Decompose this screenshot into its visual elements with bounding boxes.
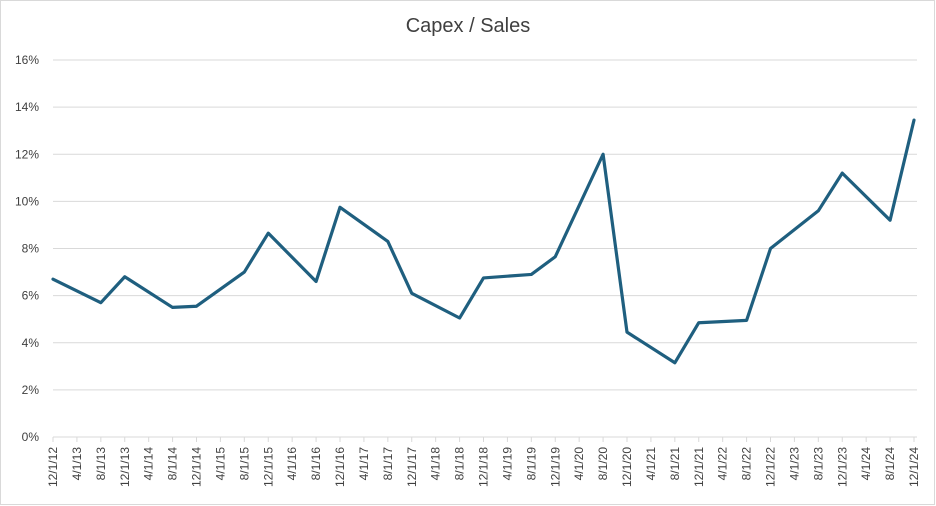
x-tick-label: 8/1/16 (309, 447, 323, 481)
x-tick-label: 12/1/20 (620, 447, 634, 487)
y-tick-label: 12% (15, 147, 39, 161)
data-point (745, 319, 748, 322)
data-point (458, 317, 461, 320)
data-point (697, 321, 700, 324)
x-tick-label: 4/1/16 (285, 447, 299, 481)
data-point (913, 119, 916, 122)
x-tick-label: 4/1/21 (644, 447, 658, 481)
y-tick-label: 2% (22, 383, 40, 397)
x-axis-labels: 12/1/12 4/1/13 8/1/13 12/1/13 4/1/14 8/1/14 12… (46, 447, 921, 487)
data-point (769, 247, 772, 250)
x-tick-label: 8/1/22 (740, 447, 754, 481)
x-tick-label: 12/1/19 (548, 447, 562, 487)
x-tick-label: 4/1/13 (70, 447, 84, 481)
x-tick-label: 12/1/24 (907, 447, 921, 487)
data-point (817, 209, 820, 212)
y-tick-label: 16% (15, 53, 39, 67)
x-tick-label: 12/1/16 (333, 447, 347, 487)
data-point (52, 278, 55, 281)
x-tick-label: 12/1/22 (764, 447, 778, 487)
x-tick-label: 12/1/12 (46, 447, 60, 487)
x-tick-label: 8/1/24 (883, 447, 897, 481)
data-point (673, 361, 676, 364)
x-tick-label: 4/1/20 (572, 447, 586, 481)
x-tick-label: 4/1/23 (787, 447, 801, 481)
data-point (243, 271, 246, 274)
data-point (530, 273, 533, 276)
x-tick-label: 8/1/19 (524, 447, 538, 481)
x-tick-label: 12/1/13 (118, 447, 132, 487)
data-point (267, 232, 270, 235)
x-tick-label: 12/1/21 (692, 447, 706, 487)
data-point (386, 240, 389, 243)
series-layer (51, 118, 916, 365)
x-tick-label: 8/1/18 (453, 447, 467, 481)
y-tick-label: 10% (15, 194, 39, 208)
x-tick-label: 8/1/17 (381, 447, 395, 481)
x-tick-label: 12/1/15 (261, 447, 275, 487)
x-tick-label: 12/1/23 (835, 447, 849, 487)
y-tick-label: 8% (22, 242, 40, 256)
x-tick-label: 4/1/14 (142, 447, 156, 481)
data-point (410, 292, 413, 295)
data-point (554, 255, 557, 258)
data-point (602, 153, 605, 156)
y-tick-label: 0% (22, 430, 40, 444)
x-tick-label: 4/1/15 (213, 447, 227, 481)
data-point (195, 305, 198, 308)
x-tick-label: 12/1/14 (190, 447, 204, 487)
x-tick-label: 4/1/22 (716, 447, 730, 481)
x-tick-label: 4/1/19 (500, 447, 514, 481)
data-point (626, 331, 629, 334)
x-axis-ticks (52, 437, 915, 442)
data-point (841, 172, 844, 175)
series-line (51, 118, 916, 365)
y-tick-label: 6% (22, 289, 40, 303)
chart-title: Capex / Sales (405, 15, 531, 37)
x-tick-label: 8/1/21 (668, 447, 682, 481)
x-tick-label: 12/1/18 (477, 447, 491, 487)
x-tick-label: 8/1/13 (94, 447, 108, 481)
data-point (99, 301, 102, 304)
x-tick-label: 8/1/14 (166, 447, 180, 481)
x-tick-label: 4/1/18 (429, 447, 443, 481)
x-tick-label: 4/1/17 (357, 447, 371, 481)
gridlines (53, 59, 917, 438)
data-point (315, 280, 318, 283)
x-tick-label: 8/1/15 (237, 447, 251, 481)
y-tick-label: 4% (22, 336, 40, 350)
y-axis-ticks: 0% 2% 4% 6% 8% 10% 12% 14% 16% (15, 53, 39, 444)
x-tick-label: 12/1/17 (405, 447, 419, 487)
y-tick-label: 14% (15, 100, 39, 114)
x-tick-label: 8/1/23 (811, 447, 825, 481)
x-tick-label: 8/1/20 (596, 447, 610, 481)
data-point (123, 275, 126, 278)
data-point (339, 206, 342, 209)
data-point (171, 306, 174, 309)
data-point (889, 219, 892, 222)
data-point (482, 276, 485, 279)
x-tick-label: 4/1/24 (859, 447, 873, 481)
